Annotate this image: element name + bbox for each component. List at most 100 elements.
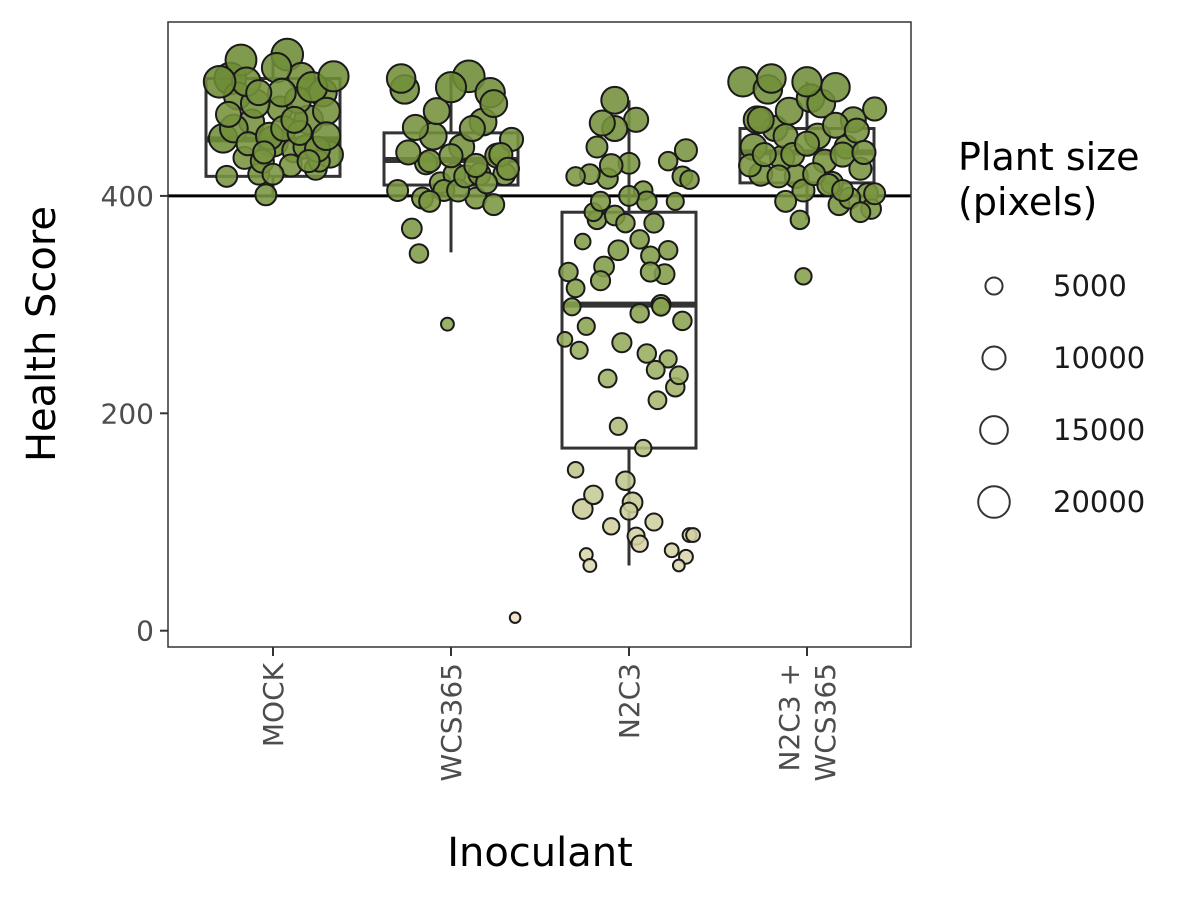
data-point bbox=[602, 517, 621, 536]
data-point bbox=[643, 212, 665, 234]
data-point bbox=[482, 193, 506, 217]
data-point bbox=[252, 140, 277, 165]
data-point bbox=[634, 438, 653, 458]
data-point bbox=[565, 278, 586, 299]
data-point bbox=[260, 51, 293, 84]
data-point bbox=[495, 156, 520, 181]
data-point bbox=[673, 138, 698, 163]
data-point bbox=[434, 71, 468, 104]
data-point bbox=[766, 164, 791, 189]
legend-key-circle bbox=[979, 415, 1009, 445]
data-point bbox=[789, 209, 811, 231]
points-group-0 bbox=[202, 37, 350, 207]
data-point bbox=[597, 368, 618, 389]
data-point bbox=[202, 64, 237, 99]
data-point bbox=[280, 105, 309, 134]
data-point bbox=[401, 113, 429, 141]
points-group-1 bbox=[385, 59, 525, 624]
data-point bbox=[479, 89, 509, 118]
data-point bbox=[630, 534, 649, 553]
points-group-3 bbox=[727, 63, 888, 286]
data-point bbox=[558, 261, 579, 283]
data-point bbox=[598, 153, 624, 178]
data-point bbox=[458, 114, 486, 143]
data-point bbox=[311, 96, 341, 126]
data-point bbox=[573, 232, 592, 251]
data-point bbox=[663, 542, 680, 559]
data-point bbox=[645, 359, 666, 380]
data-point bbox=[571, 498, 594, 520]
data-point bbox=[386, 179, 410, 202]
y-tick-label: 0 bbox=[136, 615, 154, 648]
data-point bbox=[565, 166, 586, 187]
data-point bbox=[636, 343, 658, 364]
x-tick-label: N2C3 + WCS365 bbox=[773, 663, 842, 781]
data-point bbox=[589, 270, 612, 292]
data-point bbox=[685, 527, 701, 543]
x-tick-label: MOCK bbox=[257, 662, 290, 747]
data-point bbox=[618, 185, 640, 207]
data-point bbox=[639, 261, 661, 283]
data-point bbox=[774, 189, 798, 213]
data-point bbox=[629, 229, 650, 250]
legend-key-circle bbox=[984, 276, 1004, 296]
data-point bbox=[651, 296, 671, 317]
data-point bbox=[582, 558, 598, 573]
data-point bbox=[679, 169, 700, 190]
y-axis: 0 200 400 bbox=[101, 180, 168, 648]
data-point bbox=[311, 121, 342, 151]
data-point bbox=[475, 171, 499, 195]
legend-key-label: 20000 bbox=[1053, 485, 1145, 519]
data-point bbox=[608, 416, 628, 436]
data-point bbox=[588, 109, 616, 137]
data-point bbox=[261, 162, 285, 186]
data-point bbox=[566, 461, 585, 479]
x-axis: MOCK WCS365 N2C3 N2C3 + WCS365 bbox=[257, 647, 842, 781]
data-point bbox=[422, 97, 451, 126]
data-point bbox=[658, 349, 678, 369]
data-point bbox=[647, 390, 668, 411]
data-point bbox=[615, 212, 636, 234]
data-point bbox=[408, 243, 430, 264]
data-point bbox=[665, 191, 685, 211]
data-point bbox=[600, 85, 630, 115]
data-point bbox=[751, 142, 777, 168]
y-axis-title: Health Score bbox=[19, 206, 65, 462]
data-point bbox=[215, 164, 239, 188]
panel-border bbox=[167, 21, 912, 648]
data-point bbox=[607, 239, 630, 262]
data-point bbox=[438, 143, 464, 169]
data-point bbox=[576, 316, 596, 336]
data-point bbox=[619, 501, 639, 521]
data-point bbox=[245, 79, 273, 107]
points-group-2 bbox=[556, 85, 701, 573]
data-point bbox=[418, 189, 442, 213]
data-point bbox=[829, 141, 856, 168]
data-point bbox=[585, 135, 609, 159]
data-point bbox=[746, 105, 775, 134]
legend-key-label: 5000 bbox=[1053, 269, 1127, 303]
data-point bbox=[668, 365, 689, 386]
box-iqr bbox=[560, 210, 698, 450]
data-point bbox=[629, 303, 650, 324]
x-tick-label: N2C3 bbox=[613, 663, 646, 739]
data-point bbox=[254, 183, 278, 207]
data-point bbox=[791, 66, 823, 98]
data-point bbox=[296, 149, 321, 174]
legend: Plant size (pixels) 5000 10000 15000 20000 bbox=[958, 135, 1145, 519]
data-point bbox=[214, 100, 243, 128]
legend-key-circle bbox=[981, 345, 1007, 371]
data-point bbox=[317, 60, 350, 93]
data-point bbox=[569, 340, 589, 360]
data-point bbox=[463, 152, 489, 179]
point-layer bbox=[202, 37, 888, 624]
x-tick-label: WCS365 bbox=[435, 663, 468, 781]
legend-key-label: 15000 bbox=[1053, 413, 1145, 447]
data-point bbox=[508, 611, 522, 624]
y-tick-label: 400 bbox=[101, 180, 154, 213]
data-point bbox=[611, 332, 633, 354]
legend-key-circle bbox=[977, 485, 1011, 519]
data-point bbox=[862, 96, 888, 122]
